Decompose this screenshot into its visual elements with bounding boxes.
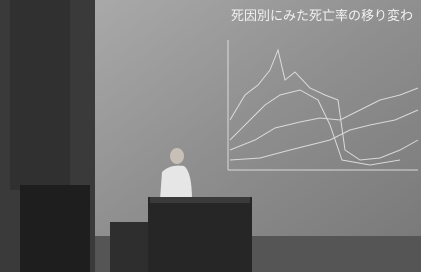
speaker-shirt	[160, 166, 192, 200]
wall-panel	[10, 0, 70, 190]
lectern-top	[150, 197, 250, 203]
speaker-head	[170, 148, 184, 164]
page: 死因別にみた死亡率の移り変わ (() => { const data = JSO…	[0, 0, 421, 272]
projection-screen	[95, 0, 421, 236]
lectern	[148, 197, 252, 272]
slide-title: 死因別にみた死亡率の移り変わ	[231, 8, 413, 24]
left-podium	[20, 185, 90, 272]
photo: 死因別にみた死亡率の移り変わ	[0, 0, 421, 272]
